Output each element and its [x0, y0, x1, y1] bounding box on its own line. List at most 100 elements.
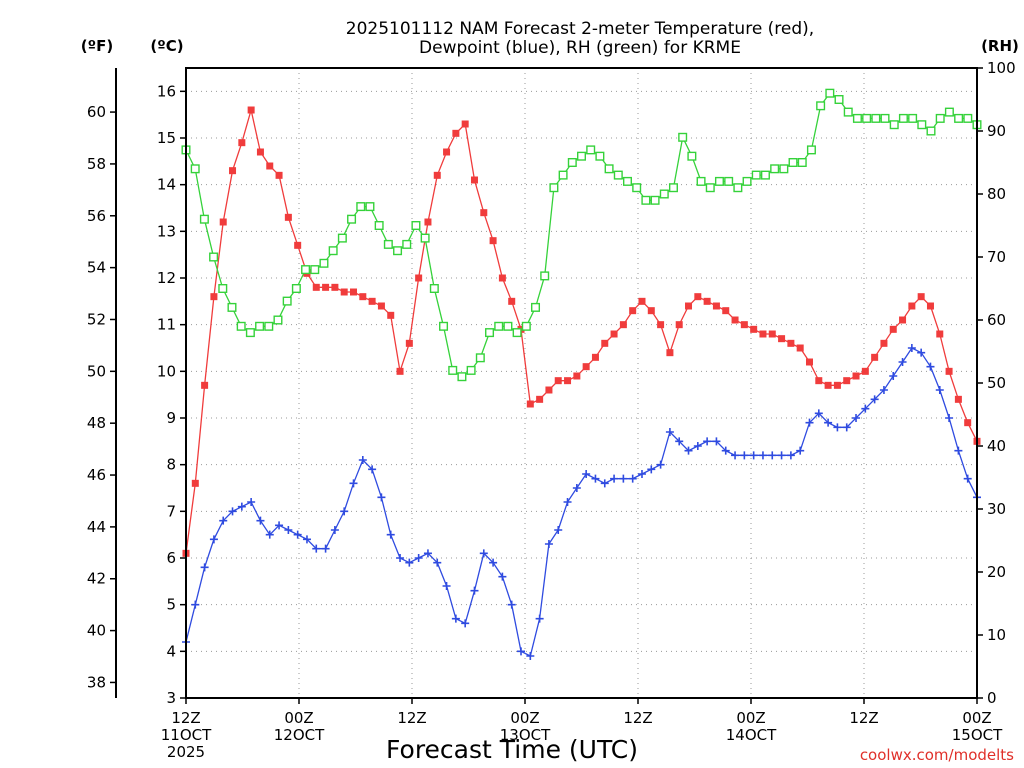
dewpoint-point: [656, 460, 665, 469]
temperature-point: [340, 288, 348, 296]
dewpoint-point: [517, 647, 526, 656]
dewpoint-point: [749, 451, 758, 460]
celsius-tick-label: 9: [166, 409, 176, 427]
rh-point: [439, 321, 449, 331]
temperature-point: [322, 283, 330, 291]
fahrenheit-tick-label: 54: [87, 259, 106, 277]
dewpoint-point: [712, 437, 721, 446]
temperature-point: [740, 321, 748, 329]
temperature-point: [396, 367, 404, 375]
rh-point: [264, 321, 274, 331]
temperature-point: [294, 241, 302, 249]
dewpoint-point: [340, 507, 349, 516]
celsius-unit-label: (ºC): [150, 37, 183, 55]
rh-point: [218, 284, 228, 294]
dewpoint-point: [461, 619, 470, 628]
dewpoint-point: [470, 586, 479, 595]
rh-point: [531, 302, 541, 312]
rh-point: [319, 258, 329, 268]
rh-point: [944, 107, 954, 117]
dewpoint-point: [833, 423, 842, 432]
rh-point: [963, 113, 973, 123]
rh-point: [236, 321, 246, 331]
dewpoint-point: [256, 516, 265, 525]
plot-frame: [185, 67, 978, 699]
x-tick-label: 15OCT: [952, 726, 1003, 744]
dewpoint-point: [442, 582, 451, 590]
celsius-tick-label: 4: [166, 642, 176, 660]
dewpoint-point: [786, 451, 795, 460]
dewpoint-point: [758, 451, 767, 460]
temperature-point: [908, 302, 916, 310]
rh-point: [457, 372, 467, 382]
x-tick-label: 14OCT: [726, 726, 777, 744]
dewpoint-point: [926, 362, 935, 371]
dewpoint-point: [489, 558, 498, 567]
series-line-1: [185, 347, 978, 657]
temperature-point: [638, 297, 646, 305]
temperature-point: [508, 297, 516, 305]
dewpoint-point: [852, 414, 861, 422]
x-tick-label: 11OCT: [161, 726, 212, 744]
temperature-point: [945, 367, 953, 375]
temperature-point: [229, 167, 237, 175]
temperature-point: [954, 395, 962, 403]
rh-point: [586, 145, 596, 155]
x-tick-label: 2025: [167, 743, 205, 761]
dewpoint-point: [591, 474, 600, 483]
temperature-point: [796, 344, 804, 352]
temperature-point: [210, 293, 218, 301]
rh-point: [475, 353, 485, 363]
temperature-point: [657, 321, 665, 329]
rh-tick-label: 80: [987, 185, 1006, 203]
grid-lines: [186, 68, 977, 698]
temperature-point: [880, 339, 888, 347]
temperature-point: [889, 325, 897, 333]
dewpoint-point: [535, 614, 544, 623]
rh-point: [383, 239, 393, 249]
temperature-point: [359, 293, 367, 301]
rh-point: [825, 88, 835, 98]
temperature-point: [675, 321, 683, 329]
temperature-point: [601, 339, 609, 347]
rh-point: [834, 94, 844, 104]
dewpoint-point: [330, 526, 339, 534]
dewpoint-point: [842, 423, 851, 432]
dewpoint-point: [377, 493, 386, 502]
series-line-2: [185, 92, 978, 378]
rh-point: [494, 321, 504, 331]
temperature-point: [536, 395, 544, 403]
temperature-point: [899, 316, 907, 324]
dewpoint-point: [768, 451, 777, 460]
dewpoint-point: [805, 418, 814, 427]
dewpoint-point: [368, 465, 377, 474]
rh-point: [760, 170, 770, 180]
temperature-point: [266, 162, 274, 170]
temperature-point: [461, 120, 469, 128]
temperature-point: [201, 381, 209, 389]
temperature-point: [768, 330, 776, 338]
chart-title: 2025101112 NAM Forecast 2-meter Temperat…: [346, 19, 814, 39]
dewpoint-point: [358, 456, 367, 464]
series-line-0: [185, 109, 978, 554]
celsius-tick-label: 12: [157, 269, 176, 287]
temperature-point: [647, 307, 655, 315]
fahrenheit-unit-label: (ºF): [81, 37, 113, 55]
rh-tick-label: 70: [987, 248, 1006, 266]
rh-point: [503, 321, 513, 331]
dewpoint-point: [861, 404, 870, 413]
x-tick-label: 12OCT: [274, 726, 325, 744]
rh-tick-label: 40: [987, 437, 1006, 455]
dewpoint-point: [693, 442, 702, 450]
celsius-tick-label: 6: [166, 549, 176, 567]
rh-point: [770, 164, 780, 174]
x-tick-label: 00Z: [962, 709, 991, 727]
celsius-tick-label: 13: [157, 222, 176, 240]
rh-point: [714, 176, 724, 186]
fahrenheit-tick-label: 56: [87, 207, 106, 225]
rh-point: [374, 220, 384, 230]
dewpoint-point: [302, 535, 311, 544]
dewpoint-point: [796, 446, 805, 455]
dewpoint-point: [563, 498, 572, 506]
rh-point: [255, 321, 265, 331]
